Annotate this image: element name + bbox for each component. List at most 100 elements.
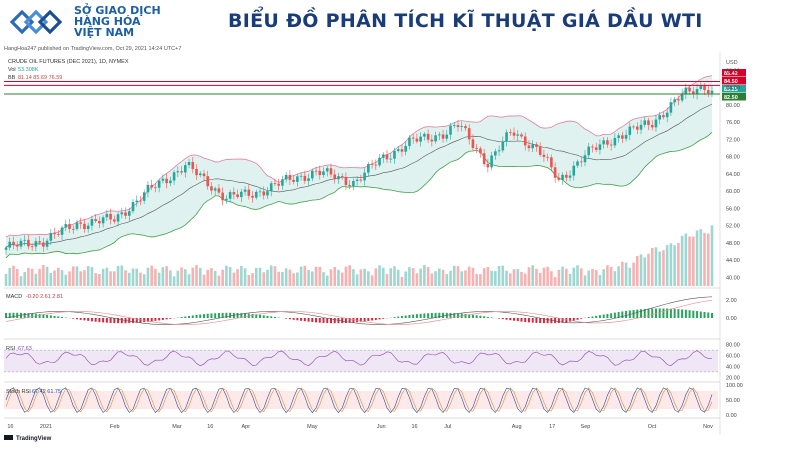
- candle-body: [139, 201, 142, 202]
- macd-bar: [633, 310, 635, 318]
- candle-body: [124, 212, 127, 215]
- volume-bar: [57, 268, 60, 286]
- macd-bar: [427, 313, 429, 318]
- rsi-label: RSI: [6, 346, 16, 352]
- volume-bar: [165, 266, 168, 286]
- volume-bar: [412, 268, 415, 286]
- candle-body: [143, 192, 146, 200]
- candle-body: [311, 171, 314, 179]
- price-tick-label: 64.00: [726, 172, 740, 178]
- volume-bar: [475, 274, 478, 286]
- x-tick-label: May: [307, 424, 318, 430]
- macd-bar: [80, 318, 82, 320]
- candle-body: [79, 222, 82, 223]
- macd-bar: [158, 318, 160, 320]
- volume-bar: [64, 275, 67, 286]
- candle-body: [647, 120, 650, 125]
- candle-body: [602, 140, 605, 144]
- price-tick-label: 56.00: [726, 206, 740, 212]
- macd-bar: [677, 309, 679, 318]
- volume-bar: [46, 267, 49, 286]
- macd-bar: [199, 315, 201, 318]
- macd-bar: [91, 318, 93, 321]
- macd-bar: [139, 318, 141, 322]
- macd-bar: [61, 317, 63, 318]
- candle-body: [165, 179, 168, 183]
- volume-bar: [150, 266, 153, 286]
- volume-bar: [318, 267, 321, 286]
- volume-bar: [173, 276, 176, 286]
- candle-body: [621, 135, 624, 138]
- volume-bar: [487, 267, 490, 286]
- macd-bar: [704, 312, 706, 318]
- macd-bar: [300, 318, 302, 321]
- macd-bar: [244, 313, 246, 318]
- candle-body: [587, 147, 590, 156]
- candle-body: [703, 86, 706, 90]
- macd-bar: [588, 317, 590, 318]
- volume-bar: [397, 270, 400, 286]
- volume-bar: [681, 236, 684, 286]
- candle-body: [132, 202, 135, 211]
- macd-bar: [57, 316, 59, 318]
- candle-body: [61, 227, 64, 234]
- candle-body: [494, 151, 497, 155]
- volume-bar: [546, 267, 549, 286]
- candle-body: [218, 188, 221, 192]
- price-tick-label: 68.00: [726, 155, 740, 161]
- candle-body: [180, 171, 183, 172]
- volume-bar: [345, 267, 348, 286]
- macd-bar: [696, 311, 698, 318]
- volume-bar: [162, 267, 165, 286]
- macd-bar: [76, 318, 78, 319]
- candle-body: [569, 176, 572, 178]
- currency-label: USD: [726, 60, 738, 66]
- price-tick-label: 80.00: [726, 103, 740, 109]
- candle-body: [632, 127, 635, 128]
- macd-bar: [472, 315, 474, 318]
- candle-body: [244, 190, 247, 192]
- volume-bar: [438, 269, 441, 286]
- volume-bar: [266, 270, 269, 286]
- volume-bar: [606, 265, 609, 286]
- macd-bar: [401, 316, 403, 318]
- macd-bar: [278, 317, 280, 318]
- candle-body: [490, 156, 493, 168]
- candle-body: [150, 185, 153, 187]
- candle-body: [53, 233, 56, 234]
- candle-body: [412, 138, 415, 139]
- candle-body: [651, 125, 654, 127]
- macd-bar: [341, 318, 343, 323]
- volume-bar: [262, 272, 265, 286]
- macd-bar: [625, 311, 627, 318]
- macd-bar: [662, 308, 664, 318]
- price-tick-label: 48.00: [726, 241, 740, 247]
- macd-bar: [393, 317, 395, 318]
- candle-body: [677, 99, 680, 100]
- volume-bar: [270, 265, 273, 286]
- macd-bar: [569, 318, 571, 322]
- candle-body: [658, 115, 661, 119]
- volume-bar: [135, 269, 138, 286]
- volume-bar: [330, 269, 333, 286]
- macd-bar: [689, 310, 691, 318]
- volume-bar: [367, 271, 370, 286]
- price-tick-label: 44.00: [726, 258, 740, 264]
- volume-bar: [53, 271, 56, 286]
- macd-bar: [289, 318, 291, 319]
- rsi-tick: 80.00: [726, 343, 740, 349]
- macd-bar: [528, 318, 530, 322]
- macd-bar: [558, 318, 560, 323]
- macd-bar: [259, 315, 261, 318]
- macd-bar: [87, 318, 89, 321]
- candle-body: [389, 159, 392, 160]
- candle-body: [606, 140, 609, 144]
- instrument-label: CRUDE OIL FUTURES (DEC 2021), 1D, NYMEX: [8, 59, 129, 65]
- candle-body: [378, 158, 381, 165]
- volume-bar: [128, 273, 131, 286]
- candle-body: [643, 120, 646, 124]
- candle-body: [87, 226, 90, 229]
- candle-body: [610, 145, 613, 146]
- volume-bar: [528, 267, 531, 286]
- volume-bar: [699, 229, 702, 286]
